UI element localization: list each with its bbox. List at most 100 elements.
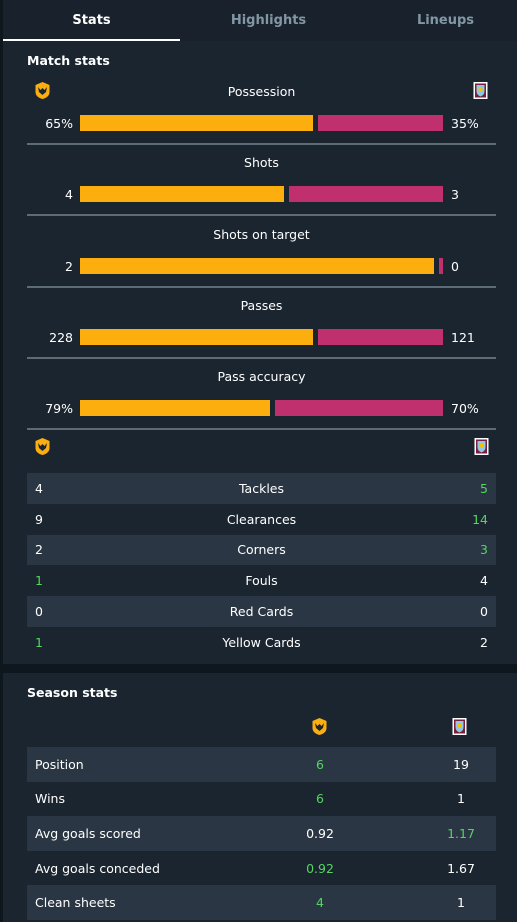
divider <box>27 428 496 431</box>
burnley-crest-icon <box>473 82 488 99</box>
table-row: Fouls 1 4 <box>27 565 496 596</box>
away-value: 5 <box>480 480 488 496</box>
tab-highlights[interactable]: Highlights <box>230 13 307 28</box>
stat-bar <box>80 186 443 203</box>
stat-label: Passes <box>240 297 283 313</box>
away-value: 3 <box>480 542 488 558</box>
table-row: Yellow Cards 1 2 <box>27 627 496 658</box>
stat-label: Clean sheets <box>35 895 116 911</box>
stat-label: Possession <box>227 84 296 99</box>
table-row: Clean sheets 4 1 <box>27 885 496 920</box>
table-row: Clearances 9 14 <box>27 504 496 535</box>
stat-row: Pass accuracy 79% 70% <box>27 369 496 440</box>
table-row: Red Cards 0 0 <box>27 596 496 627</box>
stat-row: Shots on target 2 0 <box>27 227 496 298</box>
divider <box>27 285 496 288</box>
season-stats-panel: Season stats Position 6 19 Wins 6 1 Avg goals … <box>3 673 517 922</box>
match-stats-title: Match stats <box>27 53 110 68</box>
away-value: 1.17 <box>447 825 475 841</box>
divider <box>27 143 496 145</box>
season-stats-table: Position 6 19 Wins 6 1 Avg goals scored 0.92 1.1… <box>27 747 496 920</box>
match-stats-table: Tackles 4 5 Clearances 9 14 Corners 2 3 Fouls 1 4 Re… <box>27 473 496 658</box>
away-bar <box>318 115 443 131</box>
away-value: 4 <box>480 573 488 589</box>
home-value: 4 <box>65 187 73 203</box>
stat-bar <box>80 400 443 417</box>
home-bar <box>80 257 434 274</box>
wolves-crest-icon <box>35 82 50 99</box>
stat-label: Position <box>35 756 84 772</box>
table-row: Corners 2 3 <box>27 534 496 566</box>
away-value: 14 <box>472 511 488 527</box>
away-value: 1.67 <box>447 860 475 876</box>
home-value: 228 <box>49 329 73 345</box>
stat-label: Red Cards <box>229 604 294 620</box>
tab-lineups[interactable]: Lineups <box>416 13 475 28</box>
away-value: 0 <box>451 258 459 274</box>
divider <box>27 356 496 359</box>
stat-label: Corners <box>237 542 286 558</box>
stat-label: Pass accuracy <box>217 369 306 385</box>
home-value: 0 <box>35 604 43 620</box>
home-value: 1 <box>35 573 43 589</box>
home-bar <box>80 328 313 345</box>
stat-label: Tackles <box>238 480 284 496</box>
burnley-crest-icon <box>474 438 489 455</box>
home-value: 6 <box>316 756 324 772</box>
season-stats-title: Season stats <box>27 685 118 700</box>
burnley-crest-icon <box>452 718 467 735</box>
home-value: 1 <box>35 634 43 650</box>
wolves-crest-icon <box>312 718 327 735</box>
stat-label: Wins <box>35 791 65 807</box>
stat-row: Passes 228 121 <box>27 298 496 369</box>
home-value: 2 <box>65 258 73 274</box>
stat-label: Avg goals conceded <box>35 860 160 876</box>
home-value: 79% <box>45 401 73 417</box>
stat-bar <box>80 115 443 131</box>
away-value: 121 <box>451 329 475 345</box>
home-value: 65% <box>45 116 73 131</box>
table-row: Wins 6 1 <box>27 782 496 817</box>
table-row: Tackles 4 5 <box>27 473 496 504</box>
stat-label: Shots <box>244 155 279 171</box>
stat-label: Fouls <box>245 573 278 589</box>
match-stats-panel: Match stats Possession 65% 35% Shots 4 3 Shots… <box>3 41 517 664</box>
away-bar <box>289 186 443 203</box>
away-bar <box>275 400 443 417</box>
away-bar <box>439 257 443 274</box>
stat-bar <box>80 257 443 274</box>
stat-label: Yellow Cards <box>222 634 301 650</box>
stat-label: Avg goals scored <box>35 825 141 841</box>
away-value: 70% <box>451 401 479 417</box>
wolves-crest-icon <box>35 438 50 455</box>
tab-stats[interactable]: Stats <box>72 13 111 28</box>
away-value: 2 <box>480 634 488 650</box>
table-row: Position 6 19 <box>27 747 496 782</box>
home-bar <box>80 186 284 203</box>
away-bar <box>318 328 443 345</box>
stat-label: Shots on target <box>213 226 310 242</box>
home-value: 6 <box>316 791 324 807</box>
away-value: 3 <box>451 187 459 203</box>
stat-label: Clearances <box>226 511 297 527</box>
home-value: 0.92 <box>306 860 334 876</box>
home-value: 4 <box>316 895 324 911</box>
home-bar <box>80 400 270 417</box>
away-value: 1 <box>457 895 465 911</box>
divider <box>27 214 496 217</box>
home-bar <box>80 115 313 131</box>
away-value: 19 <box>453 756 469 772</box>
table-row: Avg goals conceded 0.92 1.67 <box>27 851 496 886</box>
home-value: 0.92 <box>306 825 334 841</box>
tab-bar: Stats Highlights Lineups <box>3 0 517 41</box>
home-value: 2 <box>35 542 43 558</box>
away-value: 35% <box>451 116 479 131</box>
stat-bar <box>80 328 443 345</box>
table-row: Avg goals scored 0.92 1.17 <box>27 816 496 851</box>
home-value: 4 <box>35 480 43 496</box>
away-value: 1 <box>457 791 465 807</box>
active-tab-indicator <box>3 39 180 41</box>
stat-row: Possession 65% 35% <box>27 84 496 155</box>
stat-row: Shots 4 3 <box>27 155 496 226</box>
away-value: 0 <box>480 604 488 620</box>
